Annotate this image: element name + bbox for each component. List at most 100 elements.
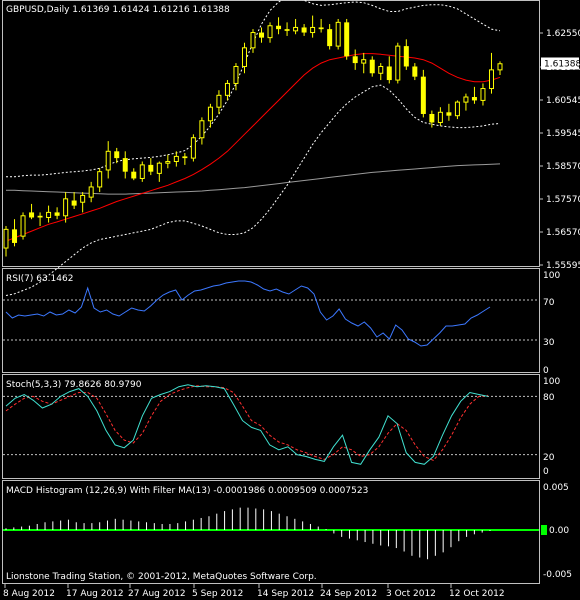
candle-body-bear bbox=[386, 66, 392, 81]
long-moving-average-line bbox=[6, 163, 501, 195]
date-tick-label: 24 Sep 2012 bbox=[320, 589, 377, 599]
stoch-label: Stoch(5,3,3) 79.8626 80.9790 bbox=[6, 380, 142, 390]
date-tick-label: 17 Aug 2012 bbox=[66, 589, 124, 599]
price-tick-label: 1.55595 bbox=[546, 261, 580, 271]
current-price-label: 1.61388 bbox=[544, 59, 580, 69]
candle-body-bull bbox=[250, 32, 256, 49]
rsi-panel bbox=[2, 268, 540, 373]
candle-body-bear bbox=[429, 113, 435, 123]
stoch-tick-label: 0 bbox=[543, 467, 549, 477]
candle-body-bull bbox=[293, 26, 299, 32]
candle-body-bull bbox=[497, 63, 503, 71]
rsi-tick-label: 70 bbox=[543, 298, 555, 308]
macd-zero-marker bbox=[541, 525, 547, 535]
price-tick-label: 1.60545 bbox=[546, 96, 580, 106]
upper-bollinger-band bbox=[6, 0, 501, 178]
candle-body-bear bbox=[122, 158, 128, 172]
stoch-tick-label: 20 bbox=[543, 453, 555, 463]
candle-body-bull bbox=[267, 25, 273, 39]
candle-body-bear bbox=[284, 29, 290, 31]
candle-body-bear bbox=[37, 215, 43, 218]
axis-labels-layer: 1.625501.615701.605451.595451.585701.575… bbox=[3, 29, 580, 599]
macd-series-layer bbox=[3, 507, 539, 560]
candle-body-bull bbox=[190, 137, 196, 159]
candle-body-bear bbox=[12, 229, 18, 243]
stoch-tick-label: 100 bbox=[543, 377, 560, 387]
candle-body-bull bbox=[224, 82, 230, 96]
candle-body-bull bbox=[97, 171, 103, 188]
candle-body-bear bbox=[344, 22, 350, 57]
main-price-panel bbox=[2, 0, 540, 267]
stoch-signal-line bbox=[5, 385, 489, 462]
candle-body-bear bbox=[259, 32, 265, 38]
date-tick-label: 3 Oct 2012 bbox=[386, 589, 436, 599]
candle-body-bear bbox=[369, 59, 375, 74]
candle-body-bull bbox=[20, 215, 26, 237]
candle-body-bull bbox=[165, 160, 171, 164]
rsi-tick-label: 100 bbox=[543, 271, 560, 281]
candle-body-bull bbox=[139, 164, 145, 179]
rsi-tick-label: 30 bbox=[543, 338, 555, 348]
current-price-marker bbox=[541, 57, 579, 70]
candle-body-bear bbox=[131, 171, 137, 179]
price-tick-label: 1.56570 bbox=[546, 228, 580, 238]
candle-body-bear bbox=[301, 27, 307, 33]
candle-body-bull bbox=[46, 211, 52, 218]
price-tick-label: 1.59545 bbox=[546, 129, 580, 139]
candle-body-bull bbox=[463, 96, 469, 103]
stochastic-panel bbox=[2, 374, 540, 479]
candle-body-bull bbox=[395, 45, 401, 81]
candle-body-bear bbox=[114, 151, 120, 159]
candle-body-bull bbox=[63, 198, 69, 217]
price-tick-label: 1.58570 bbox=[546, 162, 580, 172]
price-series-layer bbox=[3, 0, 503, 296]
candle-body-bull bbox=[378, 65, 384, 74]
candle-body-bull bbox=[335, 21, 341, 47]
candle-body-bull bbox=[105, 150, 111, 171]
candle-body-bear bbox=[29, 212, 35, 218]
candle-body-bull bbox=[216, 94, 222, 108]
macd-tick-label: -0.005 bbox=[543, 570, 572, 580]
date-tick-label: 8 Aug 2012 bbox=[3, 589, 55, 599]
lower-bollinger-band bbox=[5, 84, 501, 296]
candle-body-bear bbox=[54, 212, 60, 216]
candle-body-bear bbox=[182, 156, 188, 159]
candle-body-bear bbox=[403, 46, 409, 67]
main-panel-header: GBPUSD,Daily 1.61369 1.61424 1.61216 1.6… bbox=[6, 5, 230, 15]
candle-body-bull bbox=[3, 228, 9, 249]
candle-body-bear bbox=[318, 27, 324, 30]
candle-body-bear bbox=[420, 76, 426, 114]
price-tick-label: 1.62550 bbox=[546, 29, 580, 39]
candle-body-bull bbox=[156, 162, 162, 174]
candle-body-bear bbox=[327, 29, 333, 47]
macd-tick-label: 0.00 bbox=[549, 526, 569, 536]
candle-body-bull bbox=[480, 88, 486, 101]
candle-body-bull bbox=[310, 26, 316, 34]
date-tick-label: 5 Sep 2012 bbox=[192, 589, 243, 599]
stoch-tick-label: 80 bbox=[543, 393, 555, 403]
candle-body-bull bbox=[173, 155, 179, 162]
moving-average-line bbox=[5, 53, 501, 242]
macd-panel bbox=[2, 480, 540, 584]
candle-body-bull bbox=[241, 47, 247, 67]
candle-body-bull bbox=[454, 101, 460, 117]
candle-body-bear bbox=[276, 25, 282, 30]
candle-body-bull bbox=[88, 186, 94, 198]
copyright-text: Lionstone Trading Station, © 2001-2012, … bbox=[6, 572, 317, 582]
macd-tick-label: 0.005 bbox=[543, 483, 569, 493]
rsi-label: RSI(7) 63.1462 bbox=[6, 274, 73, 284]
rsi-line bbox=[5, 280, 491, 347]
candle-body-bull bbox=[80, 194, 86, 203]
candle-body-bear bbox=[148, 164, 154, 172]
candle-body-bull bbox=[361, 59, 367, 64]
rsi-series-layer bbox=[3, 280, 539, 347]
candle-body-bull bbox=[437, 111, 443, 123]
candle-body-bear bbox=[71, 200, 77, 206]
date-tick-label: 14 Sep 2012 bbox=[257, 589, 314, 599]
candle-body-bear bbox=[412, 66, 418, 77]
date-tick-label: 27 Aug 2012 bbox=[128, 589, 186, 599]
candle-body-bull bbox=[207, 106, 213, 122]
candle-body-bear bbox=[471, 97, 477, 101]
